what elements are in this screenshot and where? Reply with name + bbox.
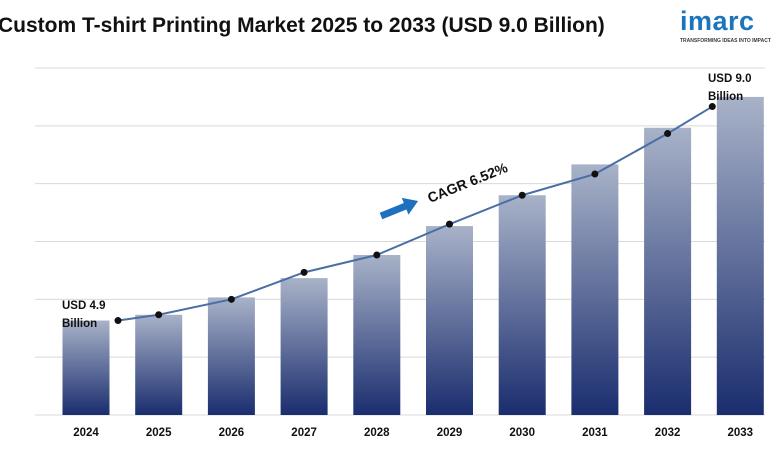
trend-point-2031 (591, 170, 599, 178)
trend-point-2029 (446, 220, 453, 228)
trend-line (114, 103, 716, 325)
bars (62, 96, 764, 416)
x-tick-label: 2025 (146, 427, 172, 439)
x-tick-label: 2027 (291, 427, 317, 439)
bar-2027 (280, 278, 328, 415)
trend-point-2025 (155, 311, 163, 319)
bar-2024 (62, 320, 110, 415)
x-tick-label: 2026 (219, 427, 245, 439)
trend-point-2033 (708, 103, 716, 111)
trend-point-2024 (114, 317, 122, 325)
x-axis-labels: 2024 2025 2026 2027 2028 2029 2030 2031 2032 2033 (73, 427, 753, 439)
trend-point-2027 (300, 268, 308, 276)
x-tick-label: 2030 (509, 427, 535, 439)
x-tick-label: 2028 (364, 427, 390, 439)
bar-2030 (498, 195, 546, 415)
end-annotation-line-1: USD 9.0 (708, 73, 751, 85)
chart-title: Custom T-shirt Printing Market 2025 to 2… (0, 14, 605, 37)
cagr-arrow-icon (379, 197, 419, 220)
bar-2031 (571, 164, 619, 415)
bar-2028 (353, 254, 401, 415)
start-annotation-line-1: USD 4.9 (62, 300, 105, 312)
x-tick-label: 2029 (437, 427, 463, 439)
x-tick-label: 2033 (728, 427, 754, 439)
trend-point-2030 (518, 191, 526, 199)
x-tick-label: 2024 (73, 427, 99, 439)
bar-2029 (426, 226, 473, 415)
bar-2033 (716, 96, 764, 416)
cagr-label: CAGR 6.52% (425, 159, 510, 206)
trend-point-2026 (227, 295, 235, 303)
brand-tagline: TRANSFORMING IDEAS INTO IMPACT (680, 38, 771, 44)
trend-line-path (117, 105, 713, 322)
start-annotation-line-2: Billion (62, 318, 97, 330)
x-tick-label: 2032 (655, 427, 681, 439)
bar-2026 (207, 297, 255, 415)
trend-point-2032 (664, 130, 672, 138)
bar-2032 (644, 127, 692, 415)
trend-point-2028 (373, 251, 381, 259)
x-tick-label: 2031 (582, 427, 608, 439)
brand-logo: imarc TRANSFORMING IDEAS INTO IMPACT (680, 8, 776, 52)
brand-name: imarc (680, 6, 755, 36)
bar-2025 (135, 314, 183, 415)
end-annotation-line-2: Billion (708, 91, 743, 103)
